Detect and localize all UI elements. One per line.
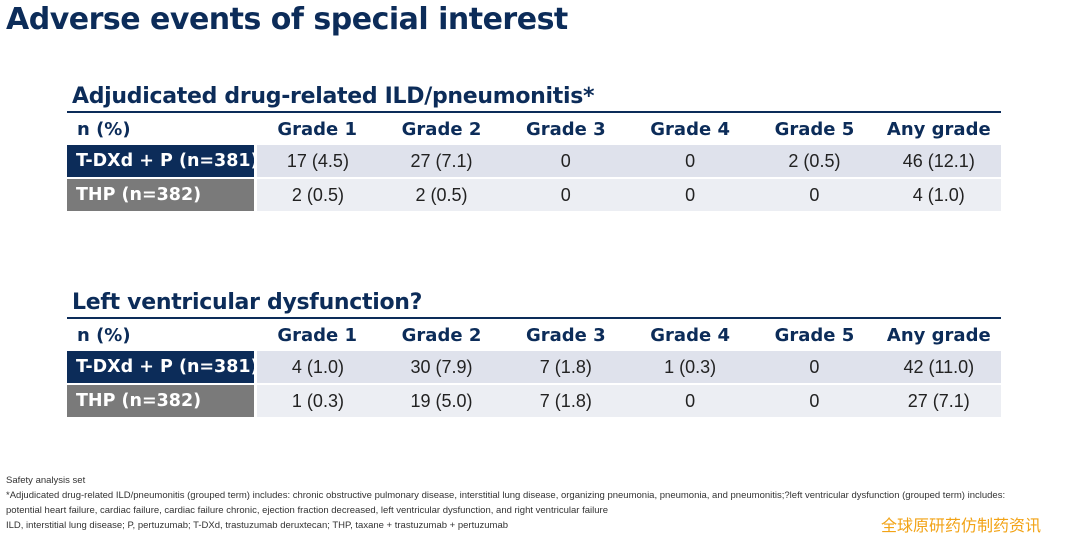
section-divider xyxy=(67,111,1001,113)
column-header: n (%) xyxy=(77,118,131,140)
arm-label: THP (n=382) xyxy=(67,384,257,419)
table-cell: 0 xyxy=(503,178,628,213)
table-cell: 0 xyxy=(627,178,753,213)
footnotes: Safety analysis set *Adjudicated drug-re… xyxy=(6,473,1078,533)
table-cell: 0 xyxy=(752,178,877,213)
ild-pneumonitis-section: Adjudicated drug-related ILD/pneumonitis… xyxy=(67,83,1001,213)
footnote: potential heart failure, cardiac failure… xyxy=(6,505,608,516)
section-title-lvd: Left ventricular dysfunction? xyxy=(72,290,423,315)
footnote: ILD, interstitial lung disease; P, pertu… xyxy=(6,520,509,531)
table-cell: 1 (0.3) xyxy=(255,384,380,419)
arm-label: T-DXd + P (n=381) xyxy=(67,145,259,179)
table-cell: 0 xyxy=(752,351,877,385)
column-header: Grade 4 xyxy=(650,324,730,346)
watermark: 全球原研药仿制药资讯 xyxy=(881,516,1042,535)
section-divider xyxy=(67,317,1001,319)
table-cell: 17 (4.5) xyxy=(255,145,380,179)
footnote: Safety analysis set xyxy=(6,475,86,486)
table-cell: 27 (7.1) xyxy=(379,145,504,179)
table-cell: 4 (1.0) xyxy=(876,178,1001,213)
arm-label: THP (n=382) xyxy=(67,178,257,213)
table-cell: 2 (0.5) xyxy=(379,178,504,213)
table-row: THP (n=382) 1 (0.3) 19 (5.0) 7 (1.8) 0 0… xyxy=(67,384,1001,419)
table-cell: 2 (0.5) xyxy=(752,145,877,179)
table-cell: 7 (1.8) xyxy=(503,351,628,385)
table-cell: 0 xyxy=(627,145,753,179)
table-row: T-DXd + P (n=381) 17 (4.5) 27 (7.1) 0 0 … xyxy=(67,145,1001,179)
arm-label: T-DXd + P (n=381) xyxy=(67,351,259,385)
table-row: T-DXd + P (n=381) 4 (1.0) 30 (7.9) 7 (1.… xyxy=(67,351,1001,385)
table-row: THP (n=382) 2 (0.5) 2 (0.5) 0 0 0 4 (1.0… xyxy=(67,178,1001,213)
column-header: Grade 3 xyxy=(525,324,606,346)
lv-dysfunction-section: Left ventricular dysfunction? n (%) Grad… xyxy=(67,289,1001,419)
table-header-row: n (%) Grade 1 Grade 2 Grade 3 Grade 4 Gr… xyxy=(67,113,1001,145)
table-cell: 0 xyxy=(503,145,628,179)
column-header: Grade 1 xyxy=(277,118,358,140)
table-cell: 1 (0.3) xyxy=(627,351,753,385)
table-cell: 7 (1.8) xyxy=(503,384,628,419)
table-cell: 42 (11.0) xyxy=(876,351,1001,385)
column-header: Grade 1 xyxy=(277,324,358,346)
column-header: Grade 5 xyxy=(774,324,855,346)
column-header: Grade 4 xyxy=(650,118,730,140)
column-header: Grade 2 xyxy=(401,118,482,140)
table-cell: 46 (12.1) xyxy=(876,145,1001,179)
column-header: Any grade xyxy=(886,324,991,346)
table-cell: 0 xyxy=(752,384,877,419)
section-title-ild: Adjudicated drug-related ILD/pneumonitis… xyxy=(72,84,595,109)
table-cell: 27 (7.1) xyxy=(876,384,1001,419)
table-cell: 2 (0.5) xyxy=(255,178,380,213)
column-header: n (%) xyxy=(77,324,131,346)
table-cell: 4 (1.0) xyxy=(255,351,380,385)
table-header-row: n (%) Grade 1 Grade 2 Grade 3 Grade 4 Gr… xyxy=(67,319,1001,351)
ild-table: n (%) Grade 1 Grade 2 Grade 3 Grade 4 Gr… xyxy=(67,113,1001,213)
lvd-table: n (%) Grade 1 Grade 2 Grade 3 Grade 4 Gr… xyxy=(67,319,1001,419)
table-cell: 19 (5.0) xyxy=(379,384,504,419)
column-header: Grade 3 xyxy=(525,118,606,140)
column-header: Any grade xyxy=(886,118,991,140)
page-title: Adverse events of special interest xyxy=(6,2,568,37)
column-header: Grade 5 xyxy=(774,118,855,140)
table-cell: 30 (7.9) xyxy=(379,351,504,385)
column-header: Grade 2 xyxy=(401,324,482,346)
table-cell: 0 xyxy=(627,384,753,419)
footnote: *Adjudicated drug-related ILD/pneumoniti… xyxy=(6,490,1006,501)
